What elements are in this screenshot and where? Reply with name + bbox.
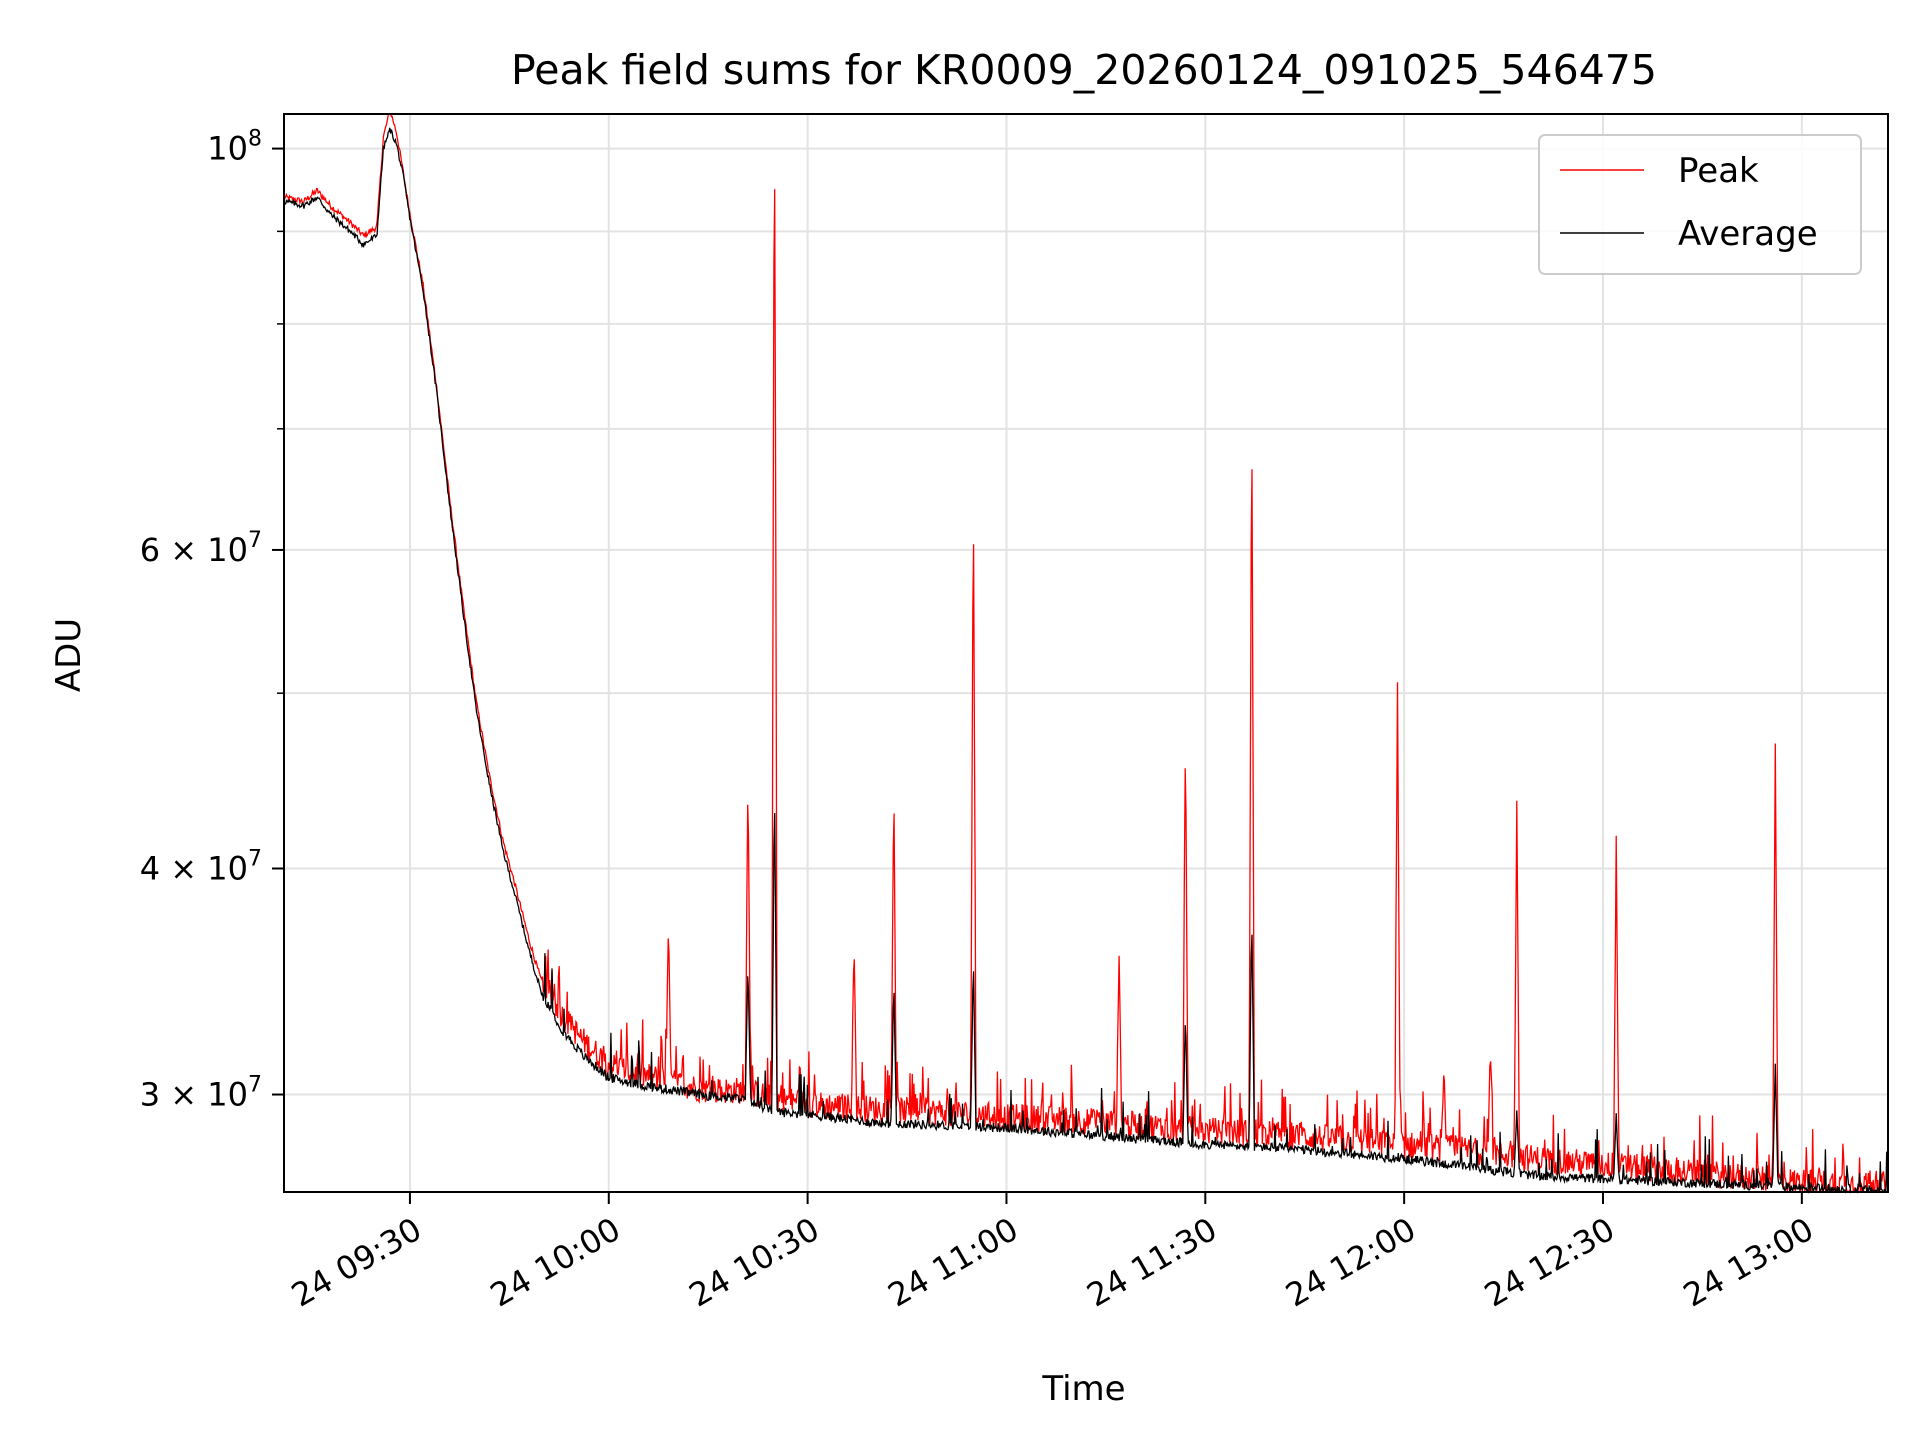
- y-tick-label: 3 × 107: [140, 1073, 262, 1114]
- legend-label-average: Average: [1678, 214, 1818, 254]
- x-axis-label: Time: [1041, 1369, 1125, 1409]
- plot-frame: [283, 113, 1889, 1193]
- y-tick-label: 4 × 107: [140, 847, 262, 888]
- y-tick-label: 108: [207, 127, 262, 168]
- grid: [284, 114, 1888, 1192]
- y-axis-label: ADU: [49, 618, 89, 692]
- series-line-average: [283, 127, 1889, 1194]
- series-lines: [283, 113, 1889, 1194]
- chart-title: Peak field sums for KR0009_20260124_0910…: [511, 46, 1657, 94]
- legend: Peak Average: [1538, 134, 1862, 275]
- y-tick-label: 6 × 107: [140, 528, 262, 569]
- legend-label-peak: Peak: [1678, 151, 1759, 191]
